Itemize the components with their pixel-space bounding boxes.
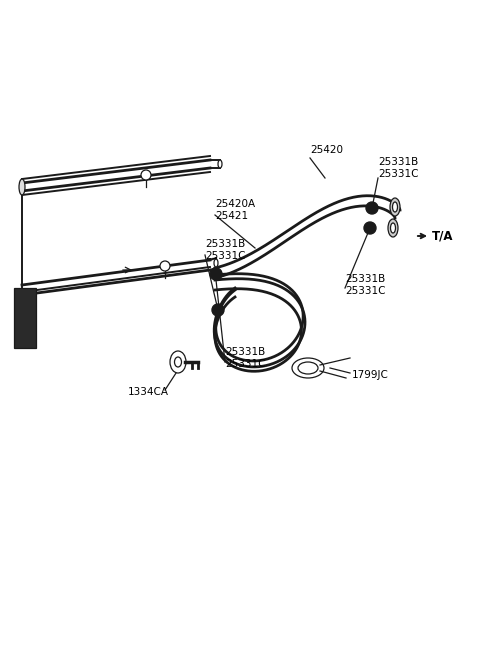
Ellipse shape: [393, 202, 397, 212]
Ellipse shape: [298, 362, 318, 374]
Circle shape: [141, 170, 151, 180]
Text: 25420A
25421: 25420A 25421: [215, 199, 255, 221]
Circle shape: [212, 304, 224, 316]
Ellipse shape: [175, 357, 181, 367]
Ellipse shape: [388, 219, 398, 237]
Ellipse shape: [391, 223, 396, 233]
Text: 1334CA: 1334CA: [128, 387, 169, 397]
Bar: [14, 288, 36, 348]
Ellipse shape: [218, 160, 222, 168]
Text: 25331B
25331C: 25331B 25331C: [205, 239, 245, 261]
Text: 1799JC: 1799JC: [352, 370, 389, 380]
Circle shape: [364, 222, 376, 234]
Text: 25331B
25331C: 25331B 25331C: [345, 274, 385, 296]
Text: 25331B
25331C: 25331B 25331C: [225, 347, 265, 369]
Ellipse shape: [170, 351, 186, 373]
Text: 25420: 25420: [310, 145, 343, 155]
Text: 25331B
25331C: 25331B 25331C: [378, 157, 419, 179]
Circle shape: [160, 261, 170, 271]
Ellipse shape: [292, 358, 324, 378]
Circle shape: [366, 202, 378, 214]
Text: T/A: T/A: [432, 229, 454, 242]
Ellipse shape: [19, 179, 25, 195]
Circle shape: [210, 268, 222, 280]
Ellipse shape: [214, 259, 218, 267]
Ellipse shape: [390, 198, 400, 216]
